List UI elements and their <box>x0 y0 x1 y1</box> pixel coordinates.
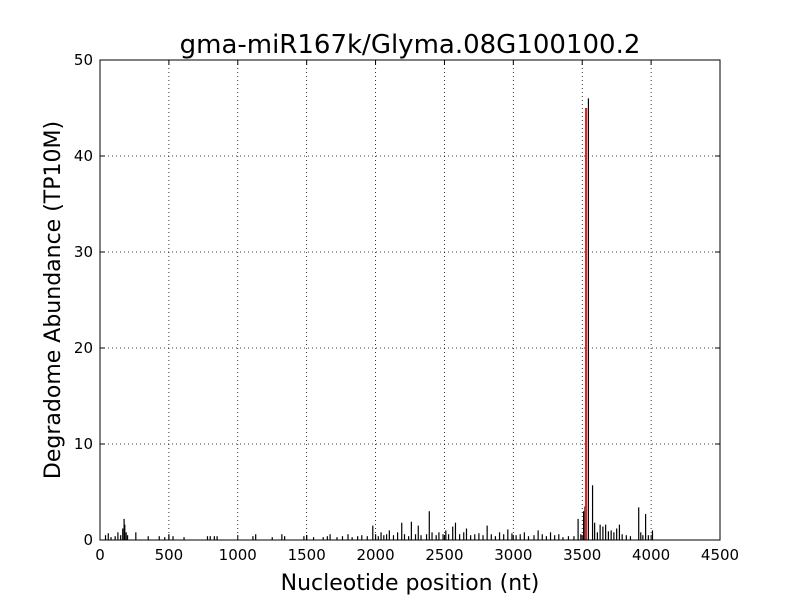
ticks: 0 500 1000 1500 2000 2500 3000 3500 4000 4500 0 10 2… <box>74 51 739 564</box>
y-tick-label: 20 <box>74 339 93 357</box>
y-tick-label: 50 <box>74 51 93 69</box>
x-tick-label: 1500 <box>288 546 326 564</box>
y-tick-label: 0 <box>83 531 93 549</box>
y-tick-label: 40 <box>74 147 93 165</box>
y-tick-label: 10 <box>74 435 93 453</box>
chart-title: gma-miR167k/Glyma.08G100100.2 <box>180 30 641 60</box>
x-tick-label: 4000 <box>632 546 670 564</box>
x-tick-label: 2500 <box>425 546 463 564</box>
x-tick-label: 3500 <box>563 546 601 564</box>
x-tick-label: 1000 <box>219 546 257 564</box>
bars <box>104 98 654 540</box>
y-axis-label: Degradome Abundance (TP10M) <box>41 121 66 479</box>
x-tick-label: 3000 <box>494 546 532 564</box>
x-tick-label: 500 <box>155 546 184 564</box>
x-axis-label: Nucleotide position (nt) <box>281 571 540 596</box>
x-tick-label: 2000 <box>356 546 394 564</box>
x-tick-label: 0 <box>95 546 105 564</box>
x-tick-label: 4500 <box>701 546 739 564</box>
plot-frame <box>99 59 721 541</box>
y-tick-label: 30 <box>74 243 93 261</box>
